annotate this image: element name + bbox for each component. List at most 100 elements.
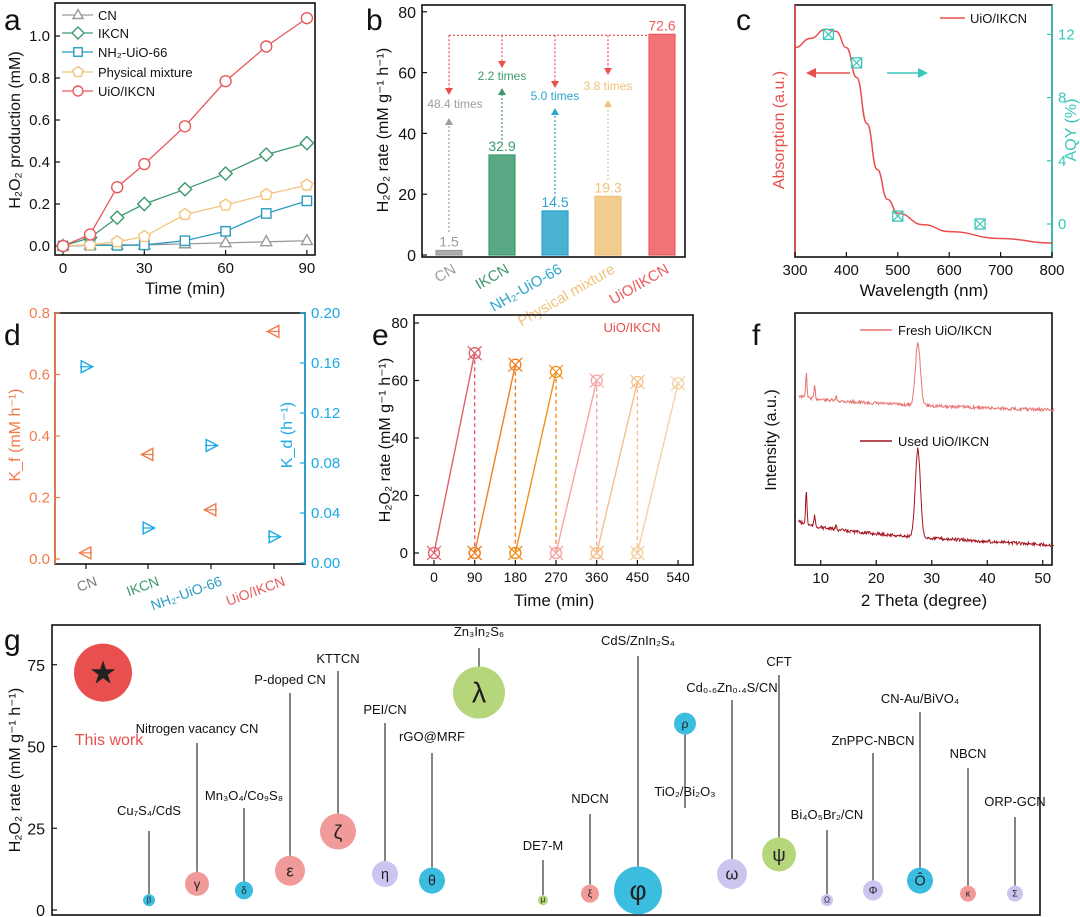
y-axis-label-right: AQY (%) [1063, 99, 1080, 162]
xrd-pattern [798, 342, 1055, 413]
panel-letter-d: d [4, 319, 21, 352]
data-point-cross [629, 374, 645, 390]
bubble-symbol: ω [726, 866, 739, 884]
data-point [468, 347, 481, 360]
data-point-cross [467, 345, 483, 361]
material-label: ZnPPC-NBCN [831, 733, 914, 748]
material-label: rGO@MRF [399, 729, 465, 744]
bubble [717, 859, 747, 890]
data-point [258, 147, 274, 163]
x-tick-label: 90 [467, 569, 483, 585]
bubble-symbol: ξ [588, 889, 593, 900]
cycle-line [433, 353, 476, 554]
data-point-cross [548, 364, 564, 380]
up-arrow-head [498, 88, 506, 95]
bar [541, 210, 569, 256]
y-tick-label: 0.2 [29, 196, 50, 213]
aqy-point [974, 218, 986, 230]
x-tick-label: 30 [136, 260, 153, 277]
panel-letter-e: e [372, 319, 389, 352]
x-axis-label: 2 Theta (degree) [861, 591, 987, 610]
cycle-line [514, 371, 557, 554]
data-point [179, 235, 191, 247]
bubble-symbol: ψ [772, 844, 785, 865]
plot-frame [794, 312, 1053, 566]
data-point-cross [670, 375, 686, 391]
x-tick-label: UiO/IKCN [606, 261, 672, 309]
bar [594, 195, 622, 256]
y-tick-label: 20 [398, 187, 416, 204]
y-axis-label: H₂O₂ production (mM) [7, 51, 24, 208]
data-point-cross [548, 545, 564, 561]
data-point [671, 377, 685, 390]
x-tick-label: 800 [1039, 262, 1064, 279]
y-tick-label-left: 0.4 [29, 428, 50, 445]
data-point [509, 358, 522, 371]
panel-e-chart: 0 90 180 270 360 450 540 0 20 40 60 80 Time (min) H₂O… [377, 314, 694, 610]
comparison-point: rGO@MRF θ [399, 729, 465, 894]
data-point [178, 207, 192, 221]
data-point [468, 546, 481, 560]
legend-label: Used UiO/IKCN [898, 434, 989, 449]
material-label: KTTCN [316, 651, 359, 666]
x-tick-label: 10 [812, 570, 829, 587]
data-point [177, 181, 193, 197]
legend-label: IKCN [98, 26, 129, 41]
y-tick-label: 40 [398, 126, 416, 143]
bubble-symbol: η [381, 867, 389, 883]
data-point [83, 238, 97, 251]
y-tick-label: 0.0 [29, 238, 50, 255]
bar-value-label: 14.5 [541, 194, 568, 210]
y-tick-label: 20 [391, 488, 408, 505]
data-point [260, 208, 272, 219]
right-arrow-head [918, 68, 928, 78]
comparison-point: NDCN ξ [571, 791, 609, 903]
bubble-symbol: ρ [682, 717, 689, 731]
data-point [259, 234, 273, 247]
fold-increase-label: 5.0 times [531, 89, 580, 103]
panel-a-chart: 0 30 60 90 0.0 0.2 0.4 0.6 0.8 1.0 Time (min) H₂O₂ … [7, 2, 316, 298]
x-axis-label: Time (min) [514, 591, 595, 610]
data-point-cross [467, 545, 483, 561]
x-tick-label: 30 [923, 570, 940, 587]
legend-label: UiO/IKCN [970, 11, 1027, 26]
material-label: CN-Au/BiVO₄ [881, 691, 959, 706]
absorption-curve [794, 28, 1053, 244]
y-tick-label: 0.6 [29, 112, 50, 129]
comparison-point: PEI/CN η [363, 702, 407, 888]
comparison-point: Nitrogen vacancy CN γ [136, 721, 258, 896]
data-point [549, 365, 563, 379]
x-axis-label: Wavelength (nm) [860, 281, 989, 300]
material-label: Zn₃In₂S₆ [454, 624, 504, 639]
bubble [581, 884, 599, 903]
panel-letter-a: a [4, 4, 21, 37]
bubble-symbol: ★ [89, 655, 118, 691]
y-tick-label: 60 [391, 373, 408, 390]
legend-marker [71, 8, 85, 20]
y-tick-label: 80 [398, 5, 416, 22]
data-point [300, 11, 314, 25]
x-tick-label: CN [75, 573, 99, 595]
data-point [220, 225, 231, 237]
data-point [219, 74, 232, 88]
bubble-symbol: Ô [914, 873, 925, 890]
material-label: Mn₃O₄/Co₉S₈ [205, 788, 283, 803]
legend-label: UiO/IKCN [98, 84, 155, 99]
fold-increase-label: 3.8 times [584, 79, 633, 93]
fold-increase-label: 2.2 times [478, 69, 527, 83]
up-arrow-head [551, 108, 559, 115]
aqy-point-cross [851, 57, 863, 69]
bar-value-label: 1.5 [439, 233, 459, 249]
panel-letter-b: b [366, 4, 383, 37]
bubble [143, 894, 155, 907]
cycle-line [636, 383, 679, 554]
bubble [960, 885, 976, 902]
comparison-point: Bi₄O₅Br₂/CN Ω [791, 807, 863, 907]
material-label: Cd₀.₆Zn₀.₄S/CN [686, 680, 777, 695]
y-axis-label-right: K_d (h⁻¹) [279, 402, 296, 468]
down-arrow-head [604, 68, 612, 75]
plot-frame [794, 4, 1053, 258]
panel-letter-g: g [4, 624, 21, 657]
bubble-symbol: θ [428, 874, 436, 890]
